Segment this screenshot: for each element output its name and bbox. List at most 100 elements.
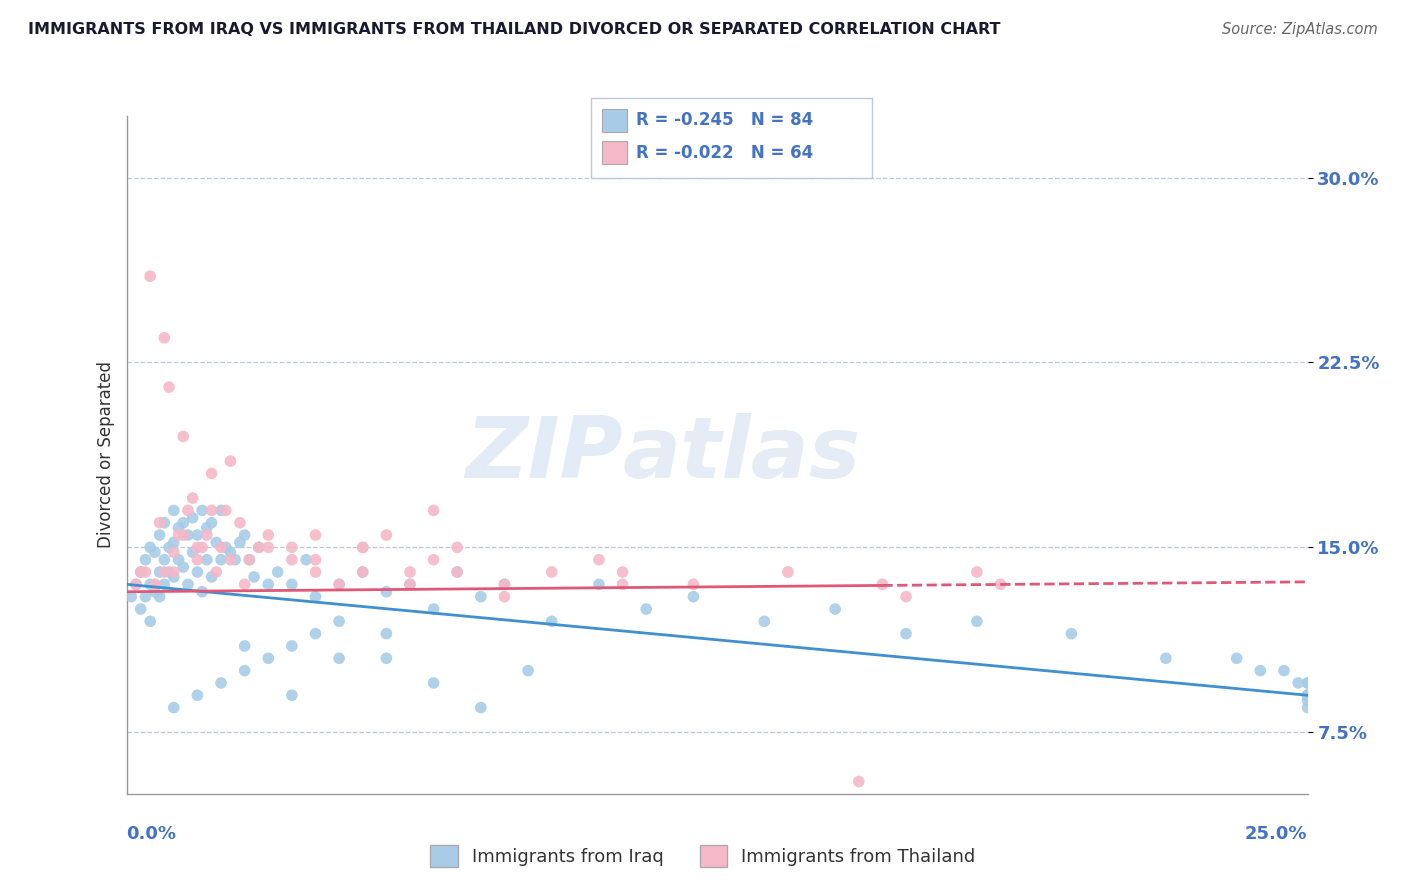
Point <box>267 565 290 579</box>
Point <box>163 565 186 579</box>
Point <box>1296 676 1319 690</box>
Point <box>517 664 540 678</box>
Point <box>328 651 350 665</box>
Point <box>163 570 186 584</box>
Point <box>233 528 256 542</box>
Point <box>149 516 172 530</box>
Point <box>233 639 256 653</box>
Point <box>966 615 988 629</box>
Text: IMMIGRANTS FROM IRAQ VS IMMIGRANTS FROM THAILAND DIVORCED OR SEPARATED CORRELATI: IMMIGRANTS FROM IRAQ VS IMMIGRANTS FROM … <box>28 22 1001 37</box>
Point <box>494 590 516 604</box>
Point <box>1296 688 1319 702</box>
Point <box>153 577 176 591</box>
Point <box>636 602 658 616</box>
Point <box>328 615 350 629</box>
Point <box>612 565 634 579</box>
Point <box>1296 700 1319 714</box>
Point <box>143 577 166 591</box>
Point <box>186 528 208 542</box>
Point <box>243 570 266 584</box>
Point <box>191 584 214 599</box>
Point <box>754 615 776 629</box>
Point <box>153 552 176 566</box>
Point <box>682 590 704 604</box>
Point <box>209 676 232 690</box>
Point <box>281 577 304 591</box>
Point <box>163 700 186 714</box>
Point <box>157 541 180 555</box>
Point <box>153 565 176 579</box>
Point <box>1296 688 1319 702</box>
Point <box>139 615 162 629</box>
Point <box>281 541 304 555</box>
Point <box>186 688 208 702</box>
Point <box>195 521 218 535</box>
Point <box>247 541 270 555</box>
Point <box>219 552 242 566</box>
Point <box>219 454 242 468</box>
Point <box>139 269 162 284</box>
Point <box>470 700 492 714</box>
Text: atlas: atlas <box>623 413 860 497</box>
Point <box>143 584 166 599</box>
Point <box>399 577 422 591</box>
Point <box>139 541 162 555</box>
Point <box>125 577 148 591</box>
Point <box>872 577 894 591</box>
Point <box>399 565 422 579</box>
Point <box>776 823 799 838</box>
Point <box>172 516 194 530</box>
Point <box>120 590 142 604</box>
Point <box>139 577 162 591</box>
Point <box>304 626 326 640</box>
Point <box>191 541 214 555</box>
Point <box>1249 664 1271 678</box>
Text: 25.0%: 25.0% <box>1246 825 1308 843</box>
Point <box>375 626 398 640</box>
Point <box>195 528 218 542</box>
Point <box>1272 664 1295 678</box>
Point <box>219 545 242 559</box>
Point <box>422 602 444 616</box>
Y-axis label: Divorced or Separated: Divorced or Separated <box>97 361 115 549</box>
Point <box>540 565 562 579</box>
Point <box>205 535 228 549</box>
Point <box>990 577 1012 591</box>
Text: R = -0.245   N = 84: R = -0.245 N = 84 <box>636 112 813 129</box>
Point <box>848 774 870 789</box>
Point <box>181 545 204 559</box>
Point <box>229 516 252 530</box>
Point <box>163 503 186 517</box>
Point <box>177 503 200 517</box>
Point <box>422 552 444 566</box>
Point <box>195 552 218 566</box>
Point <box>1296 676 1319 690</box>
Point <box>134 552 156 566</box>
Point <box>200 467 222 481</box>
Point <box>375 584 398 599</box>
Point <box>167 552 190 566</box>
Point <box>181 510 204 524</box>
Point <box>224 552 246 566</box>
Point <box>281 688 304 702</box>
Point <box>200 516 222 530</box>
Point <box>304 590 326 604</box>
Point <box>1296 693 1319 707</box>
Legend: Immigrants from Iraq, Immigrants from Thailand: Immigrants from Iraq, Immigrants from Th… <box>423 838 983 874</box>
Point <box>1296 688 1319 702</box>
Text: R = -0.022   N = 64: R = -0.022 N = 64 <box>636 144 813 161</box>
Point <box>191 503 214 517</box>
Point <box>215 503 238 517</box>
Point <box>422 503 444 517</box>
Text: Source: ZipAtlas.com: Source: ZipAtlas.com <box>1222 22 1378 37</box>
Point <box>143 577 166 591</box>
Point <box>129 565 152 579</box>
Point <box>612 577 634 591</box>
Point <box>375 528 398 542</box>
Point <box>205 565 228 579</box>
Point <box>200 570 222 584</box>
Point <box>540 615 562 629</box>
Point <box>149 590 172 604</box>
Point <box>1060 626 1083 640</box>
Point <box>163 545 186 559</box>
